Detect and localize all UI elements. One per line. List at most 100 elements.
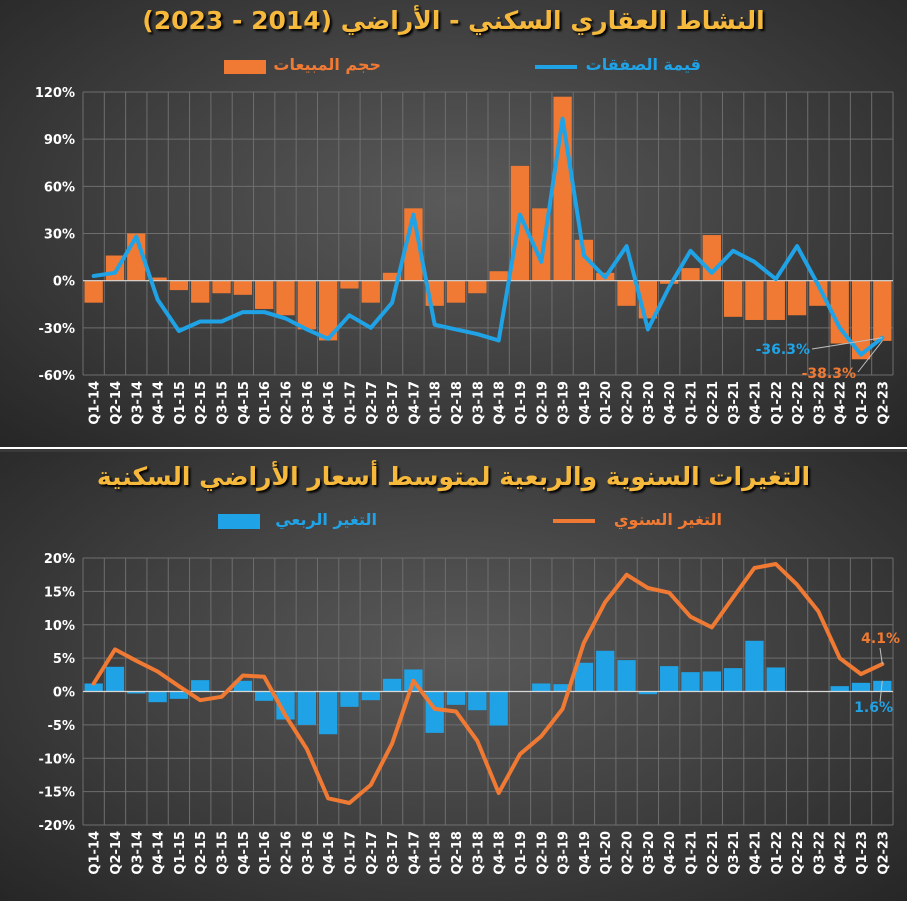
x-tick-label: Q2-14	[109, 381, 124, 425]
x-tick-label: Q4-14	[152, 831, 167, 875]
y-tick-label: 120%	[35, 86, 75, 101]
legend-label-bar: التغير الربعي	[275, 510, 377, 529]
x-tick-label: Q2-22	[791, 381, 806, 425]
x-tick-label: Q3-18	[471, 831, 486, 875]
x-tick-label: Q2-22	[791, 831, 806, 875]
chart-plot: 120% 90% 60% 30% 0% -30% -60% Q1-14 Q2-14 Q3-14 Q4…	[35, 86, 894, 425]
x-tick-label: Q1-16	[258, 381, 273, 425]
annotation-leader	[857, 340, 883, 373]
x-tick-label: Q2-23	[876, 831, 891, 875]
y-tick-label: -15%	[38, 786, 75, 801]
y-tick-label: 30%	[44, 228, 75, 243]
annotation-leader	[811, 337, 883, 350]
x-tick-label: Q2-18	[450, 831, 465, 875]
x-tick-label: Q2-17	[365, 381, 380, 425]
x-tick-label: Q4-21	[748, 381, 763, 425]
chart-title: التغيرات السنوية والربعية لمتوسط أسعار ا…	[96, 462, 811, 491]
x-tick-label: Q1-20	[599, 381, 614, 425]
x-tick-label: Q4-16	[322, 831, 337, 875]
chart-plot: 20% 15% 10% 5% 0% -5% -10% -15% -20% Q1-14 Q2-14 Q3…	[38, 552, 900, 875]
bar-Q4-16	[318, 691, 338, 735]
legend-swatch-bar	[224, 60, 266, 74]
x-tick-label: Q2-21	[706, 831, 721, 875]
bar-Q3-19	[553, 684, 572, 692]
x-tick-label: Q2-16	[280, 831, 295, 875]
x-tick-label: Q1-18	[429, 831, 444, 875]
x-tick-label: Q1-23	[855, 381, 870, 425]
y-tick-label: 20%	[44, 552, 75, 567]
bar-Q1-16	[255, 280, 274, 309]
x-tick-label: Q3-15	[216, 831, 231, 875]
x-tick-label: Q2-14	[109, 831, 124, 875]
bar-Q4-14	[148, 691, 167, 703]
bar-Q3-17	[382, 678, 402, 692]
x-tick-label: Q3-14	[130, 381, 145, 425]
x-tick-label: Q4-20	[663, 381, 678, 425]
legend-label-bar: حجم المبيعات	[273, 55, 381, 74]
x-tick-label: Q1-17	[343, 831, 358, 875]
legend-swatch-bar	[218, 514, 260, 529]
x-tick-label: Q3-21	[727, 381, 742, 425]
bar-Q2-15	[191, 680, 210, 692]
x-tick-label: Q3-21	[727, 831, 742, 875]
data-label-bar: 1.6%	[854, 700, 893, 716]
x-tick-label: Q4-20	[663, 831, 678, 875]
series-line	[91, 116, 885, 357]
x-tick-label: Q4-15	[237, 381, 252, 425]
y-tick-label: -10%	[38, 752, 75, 767]
bar-Q3-17	[382, 272, 402, 281]
x-tick-label: Q2-20	[621, 381, 636, 425]
bar-Q3-18	[468, 691, 487, 711]
data-label-bar: -38.3%	[802, 366, 856, 382]
x-tick-label: Q4-19	[578, 381, 593, 425]
x-tick-label: Q4-21	[748, 831, 763, 875]
bar-Q1-21	[681, 268, 700, 281]
bar-Q2-20	[617, 660, 636, 692]
bar-Q1-17	[340, 691, 359, 707]
x-tick-label: Q4-22	[834, 381, 849, 425]
bar-Q2-22	[787, 280, 807, 316]
y-tick-label: 5%	[53, 652, 75, 667]
bar-Q4-22	[830, 280, 849, 344]
bar-Q2-18	[446, 280, 466, 303]
y-tick-label: -5%	[48, 719, 75, 734]
chart-title: النشاط العقاري السكني - الأراضي (2014 - …	[142, 6, 765, 35]
bar-Q3-21	[723, 668, 743, 692]
x-tick-label: Q1-15	[173, 831, 188, 875]
bar-Q2-20	[617, 280, 636, 306]
x-tick-label: Q4-18	[493, 831, 508, 875]
x-tick-label: Q1-21	[685, 381, 700, 425]
bar-Q1-14	[84, 280, 103, 303]
bar-Q4-19	[574, 662, 594, 692]
x-tick-label: Q1-19	[514, 381, 529, 425]
x-tick-label: Q1-22	[770, 831, 785, 875]
bar-Q1-21	[681, 672, 700, 692]
x-tick-label: Q3-19	[557, 831, 572, 875]
bar-Q2-14	[105, 666, 125, 692]
bar-Q2-23	[873, 680, 892, 692]
x-tick-label: Q3-15	[216, 381, 231, 425]
bar-Q4-19	[574, 239, 594, 281]
bar-Q1-20	[596, 650, 615, 692]
bar-Q3-16	[297, 691, 316, 725]
bar-Q4-20	[660, 666, 679, 692]
bar-Q3-22	[809, 280, 828, 306]
annotation-leader	[879, 647, 883, 665]
legend-label-line: التغير السنوي	[613, 510, 722, 529]
y-tick-label: 0%	[53, 275, 75, 290]
x-tick-label: Q3-19	[557, 381, 572, 425]
x-tick-label: Q2-23	[876, 381, 891, 425]
bar-Q1-15	[169, 691, 189, 699]
bar-Q3-15	[212, 280, 231, 294]
legend-label-line: قيمة الصفقات	[585, 55, 701, 74]
bar-Q2-18	[446, 691, 466, 705]
x-tick-label: Q1-20	[599, 831, 614, 875]
bar-Q3-20	[638, 691, 658, 695]
y-tick-label: 60%	[44, 180, 75, 195]
y-tick-label: -30%	[38, 322, 75, 337]
x-tick-label: Q3-22	[812, 831, 827, 875]
x-tick-label: Q1-22	[770, 381, 785, 425]
y-tick-label: 15%	[44, 585, 75, 600]
x-tick-label: Q4-18	[493, 381, 508, 425]
bar-Q1-22	[766, 280, 785, 320]
